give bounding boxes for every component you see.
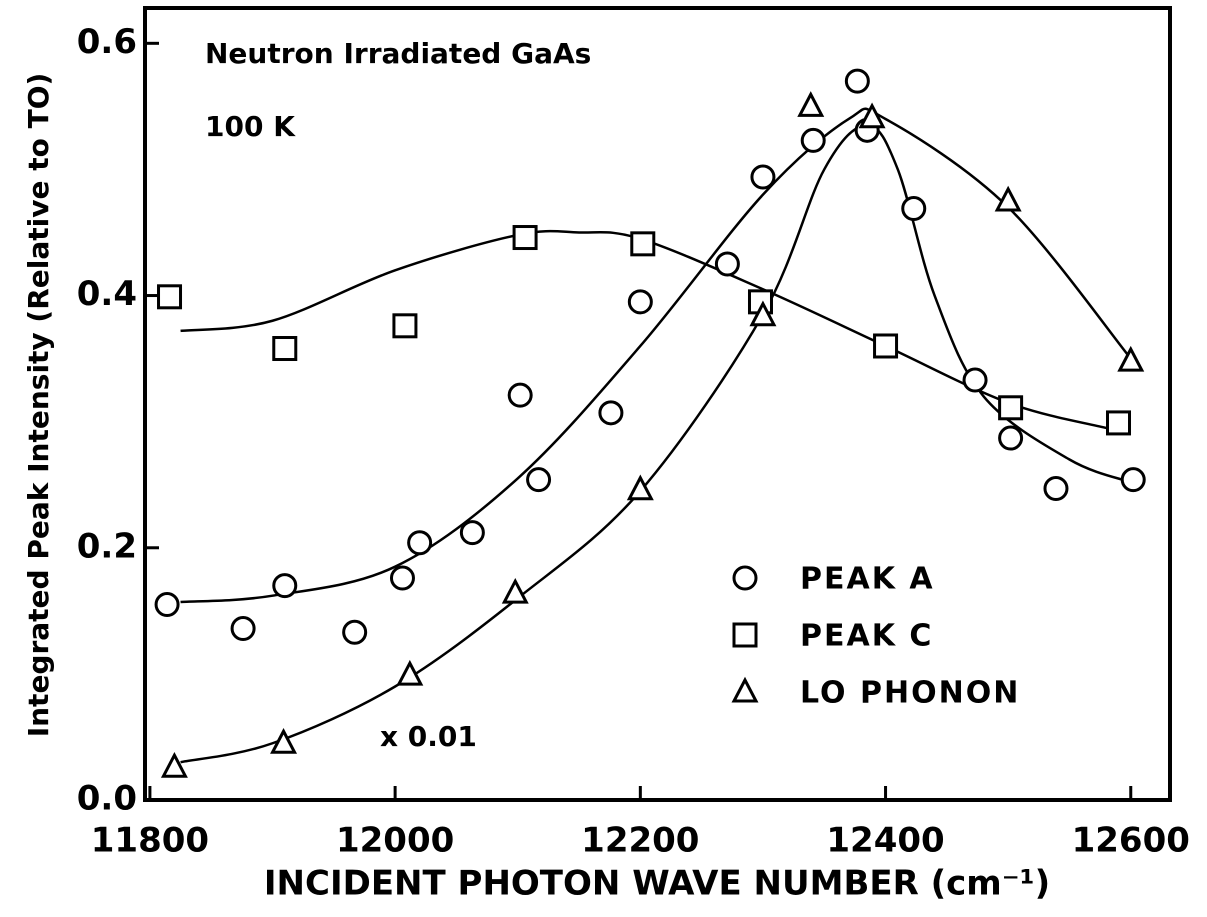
fit-curve: [180, 229, 1107, 430]
point: [901, 196, 927, 222]
point: [1106, 410, 1132, 436]
point: [630, 231, 656, 257]
point: [501, 577, 529, 604]
point: [858, 102, 886, 129]
legend-marker: [731, 676, 759, 703]
point: [1120, 467, 1146, 493]
point: [714, 251, 740, 277]
point: [749, 300, 777, 327]
point: [750, 164, 776, 190]
point: [512, 225, 538, 251]
point: [154, 592, 180, 618]
x-tick-label: 12600: [1072, 821, 1190, 861]
point: [157, 284, 183, 310]
point: [396, 659, 424, 686]
point: [526, 467, 552, 493]
point: [994, 185, 1022, 212]
point: [507, 382, 533, 408]
point: [1043, 475, 1069, 501]
fit-curve: [180, 107, 1132, 604]
point: [272, 336, 298, 362]
annotation: x 0.01: [380, 720, 477, 753]
legend-marker: [732, 622, 758, 648]
point: [230, 615, 256, 641]
point: [844, 68, 870, 94]
point: [392, 313, 418, 339]
point: [272, 573, 298, 599]
y-axis-label: Integrated Peak Intensity (Relative to T…: [22, 73, 55, 738]
point: [626, 474, 654, 501]
point: [1117, 345, 1145, 372]
point: [342, 619, 368, 645]
point: [459, 520, 485, 546]
y-tick-label: 0.4: [77, 274, 137, 314]
point: [998, 425, 1024, 451]
point: [998, 395, 1024, 421]
point: [873, 333, 899, 359]
annotation: Neutron Irradiated GaAs: [205, 37, 591, 70]
point: [270, 728, 298, 754]
legend-label: LO PHONON: [800, 676, 1020, 711]
x-tick-label: 12000: [336, 821, 454, 861]
point: [627, 289, 653, 315]
point: [389, 565, 415, 591]
y-tick-label: 0.2: [77, 526, 137, 566]
plot-frame: [143, 6, 1172, 802]
x-axis-label: INCIDENT PHOTON WAVE NUMBER (cm⁻¹): [264, 864, 1050, 904]
point: [407, 530, 433, 556]
point: [598, 400, 624, 426]
point: [800, 127, 826, 153]
point: [962, 367, 988, 393]
legend-marker: [732, 565, 758, 591]
x-tick-label: 12400: [826, 821, 944, 861]
legend-label: PEAK A: [800, 562, 935, 597]
annotation: 100 K: [205, 110, 296, 143]
y-tick-label: 0.0: [77, 779, 137, 819]
x-tick-label: 11800: [91, 821, 209, 861]
legend-label: PEAK C: [800, 619, 933, 654]
fit-curve: [180, 124, 1132, 764]
point: [797, 91, 825, 117]
y-tick-label: 0.6: [77, 22, 137, 62]
x-tick-label: 12200: [581, 821, 699, 861]
point: [160, 751, 188, 778]
